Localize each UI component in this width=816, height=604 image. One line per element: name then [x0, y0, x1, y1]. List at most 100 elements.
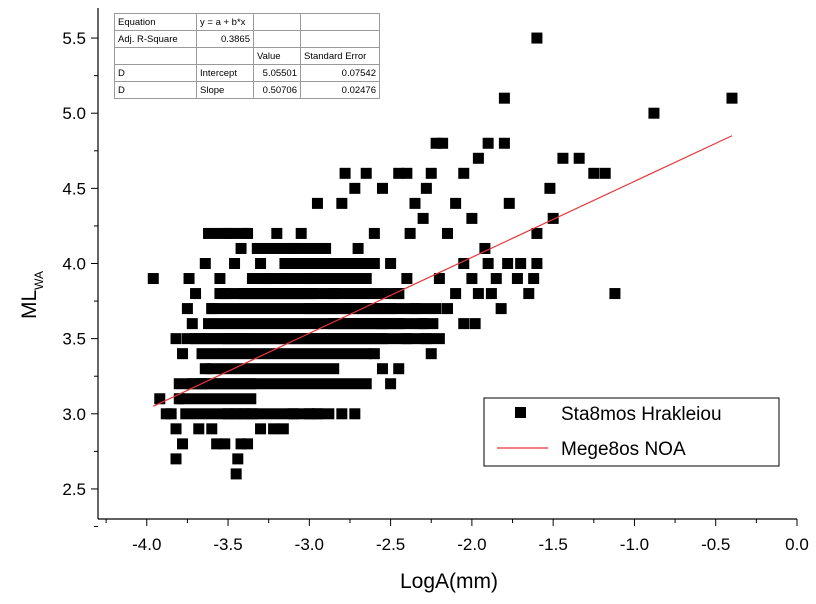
- scatter-point: [349, 408, 361, 420]
- scatter-point: [177, 438, 189, 450]
- scatter-point-run: [336, 258, 380, 269]
- table-cell: Standard Error: [300, 47, 380, 65]
- scatter-point: [417, 212, 429, 224]
- x-tick-label: -1.0: [620, 535, 649, 554]
- scatter-point: [320, 242, 332, 254]
- scatter-point: [544, 182, 556, 194]
- table-cell: [114, 47, 197, 65]
- scatter-point: [458, 258, 470, 269]
- table-row: Equation y = a + b*x: [114, 13, 380, 31]
- scatter-point: [277, 423, 289, 435]
- scatter-point: [199, 363, 211, 375]
- scatter-point: [339, 167, 351, 179]
- scatter-point: [503, 197, 515, 209]
- scatter-point: [531, 258, 543, 269]
- scatter-point: [376, 182, 388, 194]
- scatter-point: [287, 408, 299, 420]
- x-tick-label: -1.5: [539, 535, 568, 554]
- scatter-point-run: [173, 378, 372, 390]
- table-cell: Equation: [114, 13, 197, 31]
- scatter-point: [495, 303, 507, 315]
- scatter-point: [199, 258, 211, 269]
- scatter-point: [528, 273, 540, 285]
- scatter-point: [193, 423, 205, 435]
- scatter-point: [222, 408, 234, 420]
- scatter-point: [393, 167, 405, 179]
- scatter-point-run: [190, 333, 250, 345]
- axes: -4.0 -3.5 -3.0 -2.5 -2.0 -1.5 -1.0 -0.5 0.0 2.5 3.…: [62, 8, 809, 554]
- scatter-point: [271, 227, 283, 239]
- x-axis-title: LogA(mm): [400, 570, 498, 593]
- scatter-point: [442, 303, 453, 315]
- scatter-point: [531, 32, 543, 44]
- scatter-point: [433, 273, 445, 285]
- scatter-point: [235, 438, 247, 450]
- scatter-point: [219, 438, 231, 450]
- scatter-point: [165, 408, 177, 420]
- table-row: Adj. R-Square 0.3865: [114, 30, 380, 48]
- table-cell: [300, 30, 380, 48]
- scatter-point: [502, 258, 514, 269]
- scatter-point: [472, 288, 484, 300]
- y-axis-title-sub: WA: [32, 271, 46, 290]
- scatter-point: [420, 182, 432, 194]
- scatter-point: [246, 408, 258, 420]
- scatter-point: [442, 227, 453, 239]
- scatter-point: [430, 137, 442, 149]
- scatter-point: [328, 288, 340, 300]
- table-cell: D: [114, 64, 197, 82]
- y-tick-label: 3.0: [62, 405, 86, 424]
- scatter-point: [177, 348, 189, 360]
- scatter-point: [238, 408, 250, 420]
- scatter-point: [170, 423, 182, 435]
- table-cell: Slope: [196, 81, 254, 99]
- scatter-point: [368, 348, 380, 360]
- scatter-point: [490, 273, 502, 285]
- table-cell: 0.07542: [300, 64, 380, 82]
- scatter-point-run: [203, 318, 439, 330]
- scatter-point: [385, 258, 397, 269]
- legend: Sta8mos Hrakleiou Mege8os NOA: [483, 397, 780, 467]
- scatter-point: [409, 197, 421, 209]
- x-tick-label: -4.0: [132, 535, 161, 554]
- scatter-point: [206, 303, 218, 315]
- scatter-point: [482, 258, 494, 269]
- x-tick-label: -2.0: [457, 535, 486, 554]
- scatter-point: [230, 468, 242, 480]
- scatter-point: [458, 167, 470, 179]
- scatter-point: [303, 273, 315, 285]
- scatter-point: [242, 438, 254, 450]
- scatter-point: [173, 393, 185, 405]
- table-cell: 0.50706: [253, 81, 301, 99]
- scatter-point: [450, 288, 462, 300]
- scatter-point: [190, 288, 202, 300]
- scatter-point: [479, 242, 491, 254]
- table-cell: 0.3865: [196, 30, 254, 48]
- scatter-point: [170, 453, 182, 465]
- scatter-point: [336, 197, 348, 209]
- table-cell: Value: [253, 47, 301, 65]
- scatter-point: [547, 212, 559, 224]
- scatter-point: [401, 273, 413, 285]
- table-row: D Slope 0.50706 0.02476: [114, 81, 380, 99]
- scatter-point: [211, 438, 223, 450]
- scatter-point-run: [222, 333, 388, 345]
- scatter-point: [420, 333, 432, 345]
- table-row: Value Standard Error: [114, 47, 380, 65]
- scatter-point: [648, 107, 660, 119]
- scatter-point: [268, 423, 280, 435]
- scatter-point: [181, 303, 193, 315]
- legend-frame: [483, 397, 780, 467]
- scatter-point: [401, 167, 413, 179]
- scatter-point: [232, 453, 244, 465]
- y-tick-label: 2.5: [62, 480, 86, 499]
- scatter-point: [336, 408, 348, 420]
- table-cell: 0.02476: [300, 81, 380, 99]
- table-row: D Intercept 5.05501 0.07542: [114, 64, 380, 82]
- y-tick-label: 3.5: [62, 330, 86, 349]
- scatter-point-run: [251, 242, 323, 254]
- scatter-point: [186, 318, 198, 330]
- scatter-point: [368, 227, 380, 239]
- scatter-point: [573, 152, 585, 164]
- x-tick-label: -2.5: [376, 535, 405, 554]
